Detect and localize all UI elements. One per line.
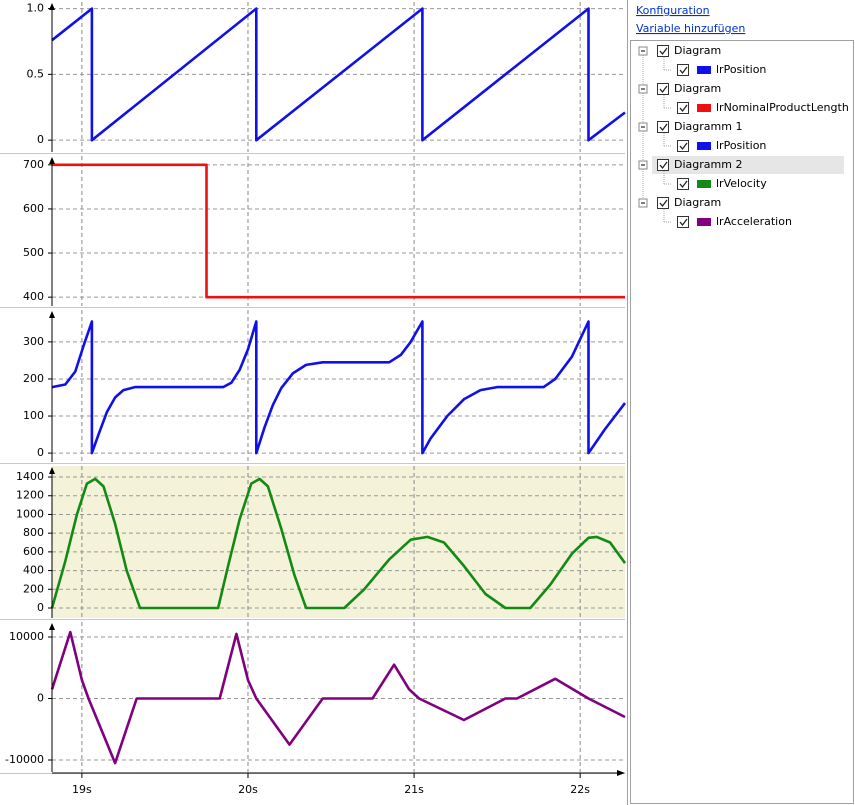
- check: [679, 142, 688, 151]
- y-tick-label: 10000: [9, 630, 44, 643]
- y-axis-arrow: [49, 3, 55, 10]
- y-tick-label: 0: [37, 601, 44, 614]
- variable-label: lrNominalProductLength: [716, 101, 849, 114]
- variable-label: lrPosition: [716, 139, 766, 152]
- variable-label: lrPosition: [716, 63, 766, 76]
- series-line: [52, 163, 625, 299]
- y-tick-label: 800: [23, 526, 44, 539]
- x-axis-arrow: [617, 770, 625, 776]
- checkbox[interactable]: [677, 140, 689, 152]
- check: [679, 66, 688, 75]
- y-tick-label: 0: [37, 133, 44, 146]
- color-swatch: [697, 142, 711, 150]
- y-tick-label: 0: [37, 692, 44, 705]
- y-tick-label: 1000: [16, 507, 44, 520]
- checkbox[interactable]: [657, 121, 669, 133]
- y-tick-label: 600: [23, 545, 44, 558]
- plot-background: [52, 466, 625, 618]
- check: [679, 104, 688, 113]
- y-tick-label: 0.5: [27, 67, 45, 80]
- diagram-label: Diagram: [674, 196, 721, 209]
- check: [679, 180, 688, 189]
- color-swatch: [697, 180, 711, 188]
- diagram-label: Diagramm 1: [674, 120, 742, 133]
- checkbox[interactable]: [657, 159, 669, 171]
- tree-view: [630, 40, 854, 804]
- y-tick-label: 700: [23, 158, 44, 171]
- y-tick-label: 100: [23, 409, 44, 422]
- series-line: [50, 477, 627, 610]
- check: [659, 161, 668, 170]
- check: [659, 47, 668, 56]
- y-tick-label: 0: [37, 446, 44, 459]
- x-tick-label: 22s: [570, 783, 590, 796]
- color-swatch: [697, 66, 711, 74]
- y-tick-label: 400: [23, 564, 44, 577]
- check: [659, 123, 668, 132]
- check: [659, 85, 668, 94]
- color-swatch: [697, 218, 711, 226]
- y-tick-label: 1.0: [27, 2, 45, 15]
- y-tick-label: 200: [23, 372, 44, 385]
- check: [679, 218, 688, 227]
- series-line: [51, 320, 627, 455]
- color-swatch: [697, 104, 711, 112]
- variable-label: lrAcceleration: [716, 215, 792, 228]
- y-axis-arrow: [49, 311, 55, 318]
- y-tick-label: 1200: [16, 489, 44, 502]
- y-tick-label: 600: [23, 202, 44, 215]
- checkbox[interactable]: [657, 197, 669, 209]
- y-axis-arrow: [49, 623, 55, 630]
- checkbox[interactable]: [657, 45, 669, 57]
- selected-row: [652, 156, 844, 174]
- checkbox[interactable]: [677, 64, 689, 76]
- series-line: [50, 630, 626, 765]
- x-tick-label: 19s: [72, 783, 92, 796]
- y-tick-label: 1400: [16, 470, 44, 483]
- y-tick-label: -10000: [5, 753, 44, 766]
- add-variable-link[interactable]: Variable hinzufügen: [636, 22, 745, 35]
- y-tick-label: 500: [23, 246, 44, 259]
- x-tick-label: 21s: [404, 783, 424, 796]
- checkbox[interactable]: [677, 102, 689, 114]
- config-link[interactable]: Konfiguration: [636, 4, 710, 17]
- check: [659, 199, 668, 208]
- y-tick-label: 200: [23, 582, 44, 595]
- y-tick-label: 300: [23, 335, 44, 348]
- checkbox[interactable]: [677, 216, 689, 228]
- checkbox[interactable]: [657, 83, 669, 95]
- x-tick-label: 20s: [238, 783, 258, 796]
- diagram-label: Diagram: [674, 44, 721, 57]
- y-tick-label: 400: [23, 290, 44, 303]
- series-line: [51, 7, 626, 142]
- checkbox[interactable]: [677, 178, 689, 190]
- y-axis-arrow: [49, 157, 55, 164]
- y-axis-arrow: [49, 467, 55, 474]
- diagram-label: Diagram: [674, 82, 721, 95]
- variable-label: lrVelocity: [716, 177, 767, 190]
- diagram-label: Diagramm 2: [674, 158, 742, 171]
